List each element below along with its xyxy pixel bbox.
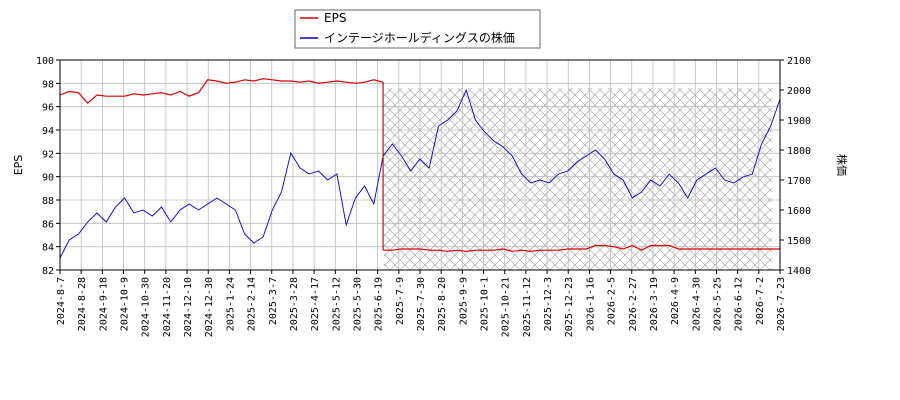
x-tick-label: 2024-9-18 <box>98 277 109 331</box>
legend-label-price: インテージホールディングスの株価 <box>324 30 515 45</box>
legend: EPS インテージホールディングスの株価 <box>294 9 541 49</box>
x-tick-label: 2026-3-19 <box>649 277 660 331</box>
x-tick-label: 2026-1-16 <box>585 277 596 331</box>
x-tick-label: 2025-12-23 <box>564 277 575 337</box>
left-axis-title: EPS <box>12 155 25 176</box>
x-tick-label: 2025-9-9 <box>458 277 469 325</box>
left-tick-label: 94 <box>42 126 54 137</box>
x-tick-label: 2025-7-9 <box>395 277 406 325</box>
left-tick-label: 90 <box>42 173 54 184</box>
x-tick-label: 2024-10-9 <box>120 277 131 331</box>
forecast-hatch <box>384 88 772 270</box>
x-tick-label: 2024-12-10 <box>183 277 194 337</box>
left-tick-label: 96 <box>42 103 54 114</box>
x-tick-label: 2024-8-7 <box>56 277 67 325</box>
x-tick-label: 2025-5-12 <box>331 277 342 331</box>
right-tick-label: 1600 <box>787 206 811 217</box>
right-axis-title: 株価 <box>835 154 849 176</box>
left-tick-label: 88 <box>42 196 54 207</box>
left-tick-label: 86 <box>42 219 54 230</box>
x-tick-label: 2026-4-9 <box>670 277 681 325</box>
x-tick-label: 2024-12-30 <box>204 277 215 337</box>
x-tick-label: 2026-4-30 <box>691 277 702 331</box>
x-tick-label: 2025-10-21 <box>501 277 512 337</box>
left-tick-label: 100 <box>36 56 54 67</box>
right-tick-label: 1700 <box>787 176 811 187</box>
x-tick-label: 2025-7-30 <box>416 277 427 331</box>
x-tick-label: 2025-5-30 <box>352 277 363 331</box>
x-tick-label: 2025-10-1 <box>480 277 491 331</box>
x-tick-label: 2025-4-17 <box>310 277 321 331</box>
x-tick-label: 2025-1-24 <box>225 277 236 331</box>
x-tick-label: 2025-11-12 <box>522 277 533 337</box>
x-tick-label: 2026-2-5 <box>607 277 618 325</box>
left-tick-label: 84 <box>42 243 54 254</box>
legend-label-eps: EPS <box>324 11 346 25</box>
series-line-price <box>60 88 780 259</box>
x-tick-label: 2025-2-14 <box>247 277 258 331</box>
series-line-eps-1 <box>383 244 780 252</box>
right-tick-label: 1400 <box>787 266 811 277</box>
right-tick-label: 1500 <box>787 236 811 247</box>
x-tick-label: 2025-6-19 <box>374 277 385 331</box>
right-tick-label: 1900 <box>787 116 811 127</box>
legend-box <box>294 9 541 49</box>
left-tick-label: 82 <box>42 266 54 277</box>
right-tick-label: 1800 <box>787 146 811 157</box>
x-tick-label: 2026-2-27 <box>628 277 639 331</box>
x-tick-label: 2024-11-20 <box>162 277 173 337</box>
left-tick-label: 92 <box>42 149 54 160</box>
plot-area <box>59 59 781 271</box>
left-tick-label: 98 <box>42 79 54 90</box>
x-tick-label: 2025-3-7 <box>268 277 279 325</box>
right-tick-label: 2000 <box>787 86 811 97</box>
axis-ticks: 82 84 86 88 90 92 94 96 98 100 1400 1500 1600 1700 180… <box>36 56 811 337</box>
x-tick-label: 2024-8-28 <box>77 277 88 331</box>
x-tick-label: 2025-8-20 <box>437 277 448 331</box>
x-tick-label: 2024-10-30 <box>141 277 152 337</box>
x-tick-label: 2026-7-23 <box>776 277 787 331</box>
series-line-eps-0 <box>60 78 384 105</box>
x-tick-label: 2026-6-12 <box>734 277 745 331</box>
x-tick-label: 2026-5-25 <box>712 277 723 331</box>
x-tick-label: 2025-12-3 <box>543 277 554 331</box>
x-tick-label: 2026-7-2 <box>755 277 766 325</box>
x-tick-label: 2025-3-28 <box>289 277 300 331</box>
right-tick-label: 2100 <box>787 56 811 67</box>
